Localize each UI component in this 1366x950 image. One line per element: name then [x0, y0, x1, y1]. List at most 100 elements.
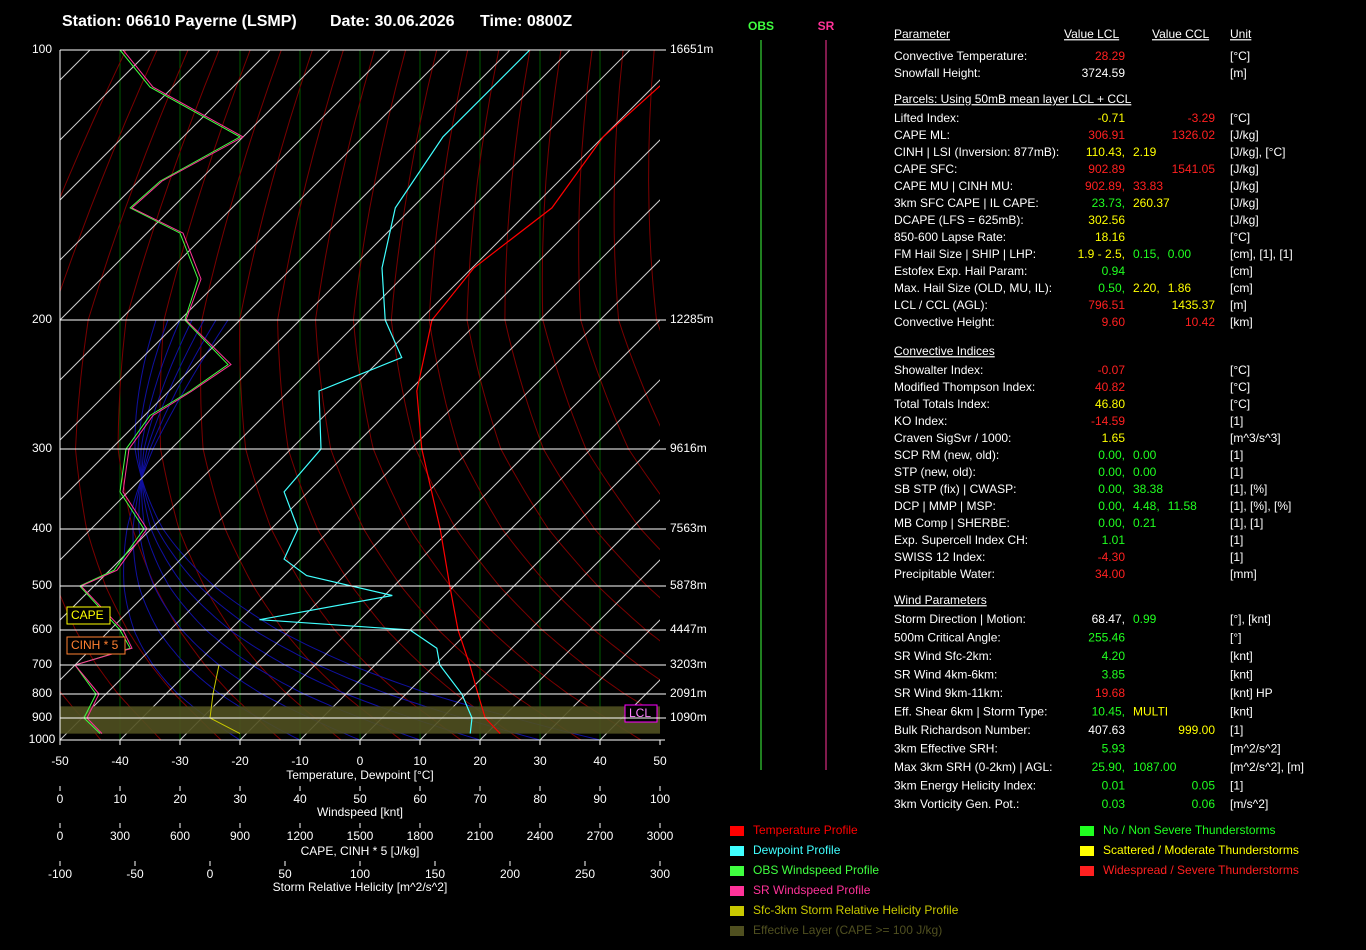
- legend-swatch: [730, 906, 744, 916]
- dry-adiabat: [613, 50, 660, 427]
- param-unit: [1]: [1230, 533, 1243, 547]
- x-tick-label: 50: [653, 754, 667, 768]
- height-label: 16651m: [670, 42, 713, 56]
- axis-label: Windspeed [knt]: [317, 805, 403, 819]
- param-unit: [cm]: [1230, 281, 1253, 295]
- param-label: 3km Energy Helicity Index:: [894, 779, 1036, 793]
- param-value: 1435.37: [1172, 298, 1216, 312]
- legend-swatch: [730, 926, 744, 936]
- x-tick-label: 0: [357, 754, 364, 768]
- profile-line: [259, 50, 531, 734]
- dry-adiabat: [428, 50, 660, 681]
- param-label: SR Wind 4km-6km:: [894, 668, 997, 682]
- x-tick-label: -50: [51, 754, 69, 768]
- legend-swatch: [1080, 866, 1094, 876]
- axis-tick-label: 60: [413, 792, 427, 806]
- isotherm: [359, 439, 660, 740]
- table-header: Unit: [1230, 27, 1252, 41]
- param-unit: [J/kg]: [1230, 213, 1259, 227]
- height-label: 12285m: [670, 312, 713, 326]
- param-value: 306.91: [1088, 128, 1125, 142]
- param-label: CAPE SFC:: [894, 162, 957, 176]
- axis-tick-label: 90: [593, 792, 607, 806]
- param-label: CAPE MU | CINH MU:: [894, 179, 1013, 193]
- x-tick-label: 40: [593, 754, 607, 768]
- param-unit: [1]: [1230, 550, 1243, 564]
- param-value: 110.43,: [1086, 145, 1125, 159]
- profile-line: [209, 664, 241, 735]
- param-value: 0.00,: [1098, 465, 1125, 479]
- height-label: 2091m: [670, 686, 707, 700]
- param-unit: [knt]: [1230, 649, 1253, 663]
- param-label: Bulk Richardson Number:: [894, 723, 1031, 737]
- isotherm: [60, 50, 631, 621]
- param-unit: [knt] HP: [1230, 686, 1273, 700]
- cinh-annotation: CINH * 5: [71, 638, 119, 652]
- param-unit: [°C]: [1230, 49, 1250, 63]
- y-tick-label: 100: [32, 42, 52, 56]
- param-value: 0.01: [1102, 779, 1126, 793]
- param-label: FM Hail Size | SHIP | LHP:: [894, 247, 1036, 261]
- legend-label: Widespread / Severe Thunderstorms: [1103, 863, 1299, 877]
- y-tick-label: 300: [32, 441, 52, 455]
- param-unit: [°C]: [1230, 111, 1250, 125]
- param-value: 0.03: [1102, 797, 1126, 811]
- param-unit: [J/kg]: [1230, 196, 1259, 210]
- param-label: Snowfall Height:: [894, 66, 981, 80]
- param-label: Convective Temperature:: [894, 49, 1027, 63]
- param-value: 46.80: [1095, 397, 1125, 411]
- dry-adiabat: [541, 50, 660, 551]
- param-value: 0.05: [1192, 779, 1216, 793]
- param-label: MB Comp | SHERBE:: [894, 516, 1010, 530]
- param-value: 28.29: [1095, 49, 1125, 63]
- param-unit: [J/kg]: [1230, 179, 1259, 193]
- axis-tick-label: 1500: [347, 829, 374, 843]
- axis-tick-label: -100: [48, 867, 72, 881]
- x-tick-label: 20: [473, 754, 487, 768]
- axis-tick-label: 150: [425, 867, 445, 881]
- effective-layer: [60, 706, 660, 734]
- y-tick-label: 1000: [29, 732, 56, 746]
- param-unit: [1], [%]: [1230, 482, 1267, 496]
- param-value: 0.00,: [1098, 499, 1125, 513]
- param-value: 302.56: [1088, 213, 1125, 227]
- axis-tick-label: -50: [126, 867, 144, 881]
- param-value: 407.63: [1088, 723, 1125, 737]
- param-unit: [cm]: [1230, 264, 1253, 278]
- axis-tick-label: 250: [575, 867, 595, 881]
- param-value: 0.00: [1168, 247, 1192, 261]
- section-title: Wind Parameters: [894, 593, 987, 607]
- isotherm: [419, 499, 660, 740]
- param-value: 1.86: [1168, 281, 1192, 295]
- axis-tick-label: 100: [350, 867, 370, 881]
- param-unit: [m^2/s^2]: [1230, 742, 1281, 756]
- dry-adiabat: [466, 50, 660, 642]
- x-tick-label: -10: [291, 754, 309, 768]
- param-unit: [1]: [1230, 414, 1243, 428]
- param-value: 1.01: [1102, 533, 1126, 547]
- cape-box: [66, 606, 111, 625]
- param-unit: [°C]: [1230, 380, 1250, 394]
- param-label: 3km SFC CAPE | IL CAPE:: [894, 196, 1039, 210]
- x-tick-label: -30: [171, 754, 189, 768]
- y-tick-label: 200: [32, 312, 52, 326]
- param-unit: [m^3/s^3]: [1230, 431, 1281, 445]
- axis-tick-label: 900: [230, 829, 250, 843]
- table-header: Parameter: [894, 27, 950, 41]
- legend-label: Dewpoint Profile: [753, 843, 841, 857]
- param-value: 68.47,: [1092, 612, 1125, 626]
- param-value: 2.19: [1133, 145, 1157, 159]
- isotherm: [60, 50, 271, 261]
- y-tick-label: 600: [32, 622, 52, 636]
- isotherm: [299, 379, 660, 740]
- param-value: 5.93: [1102, 742, 1126, 756]
- axis-tick-label: 1800: [407, 829, 434, 843]
- dry-adiabat: [504, 50, 660, 599]
- param-label: CINH | LSI (Inversion: 877mB):: [894, 145, 1059, 159]
- height-label: 9616m: [670, 441, 707, 455]
- param-value: 999.00: [1178, 723, 1215, 737]
- param-value: 18.16: [1095, 230, 1125, 244]
- param-value: 3724.59: [1082, 66, 1126, 80]
- param-value: 1326.02: [1172, 128, 1216, 142]
